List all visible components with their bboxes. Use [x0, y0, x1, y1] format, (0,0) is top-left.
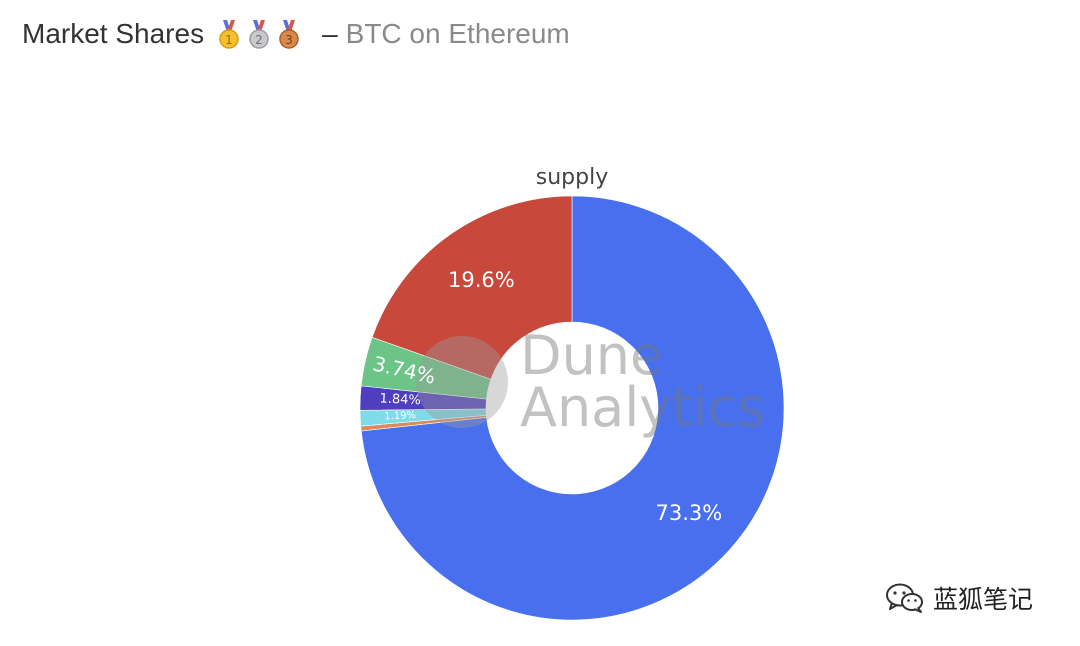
svg-text:3: 3 — [285, 33, 293, 47]
slice-label-0: 73.3% — [656, 501, 723, 525]
chart-slices — [359, 195, 785, 621]
chart-labels: 73.3%1.19%1.84%3.74%19.6% — [371, 268, 723, 525]
brand-text: 蓝狐笔记 — [933, 585, 1034, 614]
title-separator: – — [322, 18, 338, 49]
svg-text:1: 1 — [225, 33, 233, 47]
watermark: Dune Analytics — [416, 324, 765, 439]
watermark-line1: Dune — [520, 324, 663, 387]
slice-label-5: 19.6% — [448, 268, 515, 292]
pie-slice-0 — [360, 195, 785, 621]
bronze-medal-icon: 3 — [279, 20, 299, 49]
gold-medal-icon: 1 — [219, 20, 239, 49]
slice-label-3: 1.84% — [379, 391, 421, 408]
watermark-line2: Analytics — [520, 376, 765, 439]
pie-slice-5 — [371, 195, 573, 380]
medals: 1 2 3 — [216, 19, 306, 49]
chart-header: Market Shares 1 2 3 – BTC on Ethereum — [22, 18, 570, 50]
page-subtitle: BTC on Ethereum — [345, 18, 570, 49]
silver-medal-icon: 2 — [249, 20, 269, 49]
wechat-icon — [886, 583, 923, 613]
brand-signature: 蓝狐笔记 — [885, 580, 1033, 616]
page-title: Market Shares — [22, 18, 205, 49]
chart-title: supply — [536, 165, 608, 190]
slice-label-2: 1.19% — [384, 410, 416, 423]
svg-text:2: 2 — [255, 33, 263, 47]
